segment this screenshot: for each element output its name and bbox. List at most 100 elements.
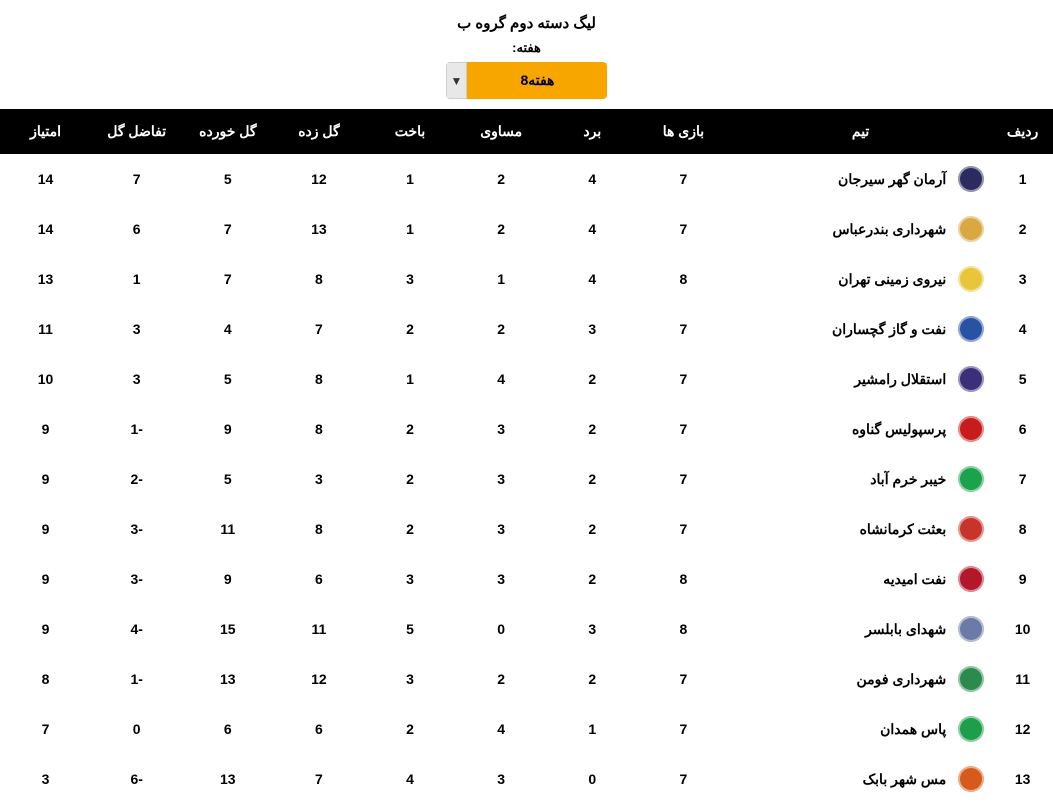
cell-rank: 13 [992, 754, 1053, 804]
cell-ga: 5 [182, 154, 273, 204]
table-row[interactable]: 12پاس همدان71426607 [0, 704, 1053, 754]
table-row[interactable]: 8بعثت کرمانشاه7232811-39 [0, 504, 1053, 554]
col-rank: ردیف [992, 109, 1053, 154]
team-logo-icon [958, 316, 984, 342]
cell-team: استقلال رامشیر [729, 354, 992, 404]
cell-draw: 2 [456, 154, 547, 204]
cell-draw: 3 [456, 754, 547, 804]
cell-loss: 2 [365, 304, 456, 354]
cell-rank: 6 [992, 404, 1053, 454]
cell-draw: 2 [456, 304, 547, 354]
team-logo-icon [958, 166, 984, 192]
cell-win: 2 [547, 554, 638, 604]
cell-rank: 12 [992, 704, 1053, 754]
team-name: نفت و گاز گچساران [832, 321, 946, 338]
cell-played: 7 [638, 504, 729, 554]
col-ga: گل خورده [182, 109, 273, 154]
chevron-down-icon: ▼ [446, 62, 468, 99]
team-name: نفت امیدیه [883, 571, 946, 588]
cell-pts: 7 [0, 704, 91, 754]
cell-gd: 0 [91, 704, 182, 754]
cell-pts: 3 [0, 754, 91, 804]
cell-gf: 13 [273, 204, 364, 254]
cell-gd: -4 [91, 604, 182, 654]
table-row[interactable]: 6پرسپولیس گناوه723289-19 [0, 404, 1053, 454]
cell-ga: 13 [182, 754, 273, 804]
col-gd: تفاضل گل [91, 109, 182, 154]
cell-rank: 10 [992, 604, 1053, 654]
cell-team: نفت امیدیه [729, 554, 992, 604]
week-dropdown[interactable]: هفته8 ▼ [446, 62, 608, 99]
cell-draw: 2 [456, 654, 547, 704]
cell-draw: 3 [456, 454, 547, 504]
cell-gf: 8 [273, 504, 364, 554]
cell-rank: 3 [992, 254, 1053, 304]
team-name: مس شهر بابک [863, 771, 947, 788]
table-row[interactable]: 2شهرداری بندرعباس7421137614 [0, 204, 1053, 254]
cell-loss: 4 [365, 754, 456, 804]
team-logo-icon [958, 566, 984, 592]
cell-gf: 6 [273, 704, 364, 754]
cell-team: شهرداری بندرعباس [729, 204, 992, 254]
cell-gf: 8 [273, 354, 364, 404]
cell-win: 4 [547, 254, 638, 304]
table-row[interactable]: 1آرمان گهر سیرجان7421125714 [0, 154, 1053, 204]
cell-pts: 9 [0, 404, 91, 454]
team-name: شهرداری فومن [857, 671, 947, 688]
cell-ga: 13 [182, 654, 273, 704]
cell-pts: 9 [0, 554, 91, 604]
cell-loss: 2 [365, 454, 456, 504]
cell-ga: 6 [182, 704, 273, 754]
table-row[interactable]: 5استقلال رامشیر724185310 [0, 354, 1053, 404]
page-title: لیگ دسته دوم گروه ب [0, 0, 1053, 40]
col-loss: باخت [365, 109, 456, 154]
cell-draw: 2 [456, 204, 547, 254]
table-row[interactable]: 3نیروی زمینی تهران841387113 [0, 254, 1053, 304]
cell-played: 7 [638, 404, 729, 454]
team-logo-icon [958, 516, 984, 542]
table-row[interactable]: 7خیبر خرم آباد723235-29 [0, 454, 1053, 504]
table-row[interactable]: 10شهدای بابلسر83051115-49 [0, 604, 1053, 654]
cell-ga: 5 [182, 454, 273, 504]
cell-win: 2 [547, 654, 638, 704]
cell-played: 8 [638, 604, 729, 654]
cell-team: شهرداری فومن [729, 654, 992, 704]
team-name: شهدای بابلسر [865, 621, 946, 638]
cell-draw: 3 [456, 504, 547, 554]
table-row[interactable]: 9نفت امیدیه823369-39 [0, 554, 1053, 604]
cell-loss: 1 [365, 154, 456, 204]
cell-gf: 3 [273, 454, 364, 504]
table-row[interactable]: 13مس شهر بابک7034713-63 [0, 754, 1053, 804]
cell-played: 7 [638, 654, 729, 704]
cell-gf: 6 [273, 554, 364, 604]
cell-draw: 1 [456, 254, 547, 304]
cell-gf: 12 [273, 154, 364, 204]
team-logo-icon [958, 366, 984, 392]
cell-win: 4 [547, 204, 638, 254]
cell-loss: 5 [365, 604, 456, 654]
cell-loss: 3 [365, 554, 456, 604]
cell-win: 3 [547, 304, 638, 354]
team-name: شهرداری بندرعباس [832, 221, 946, 238]
team-logo-icon [958, 466, 984, 492]
col-pts: امتیاز [0, 109, 91, 154]
cell-gd: 1 [91, 254, 182, 304]
cell-pts: 14 [0, 204, 91, 254]
cell-team: خیبر خرم آباد [729, 454, 992, 504]
cell-ga: 4 [182, 304, 273, 354]
week-dropdown-value: هفته8 [467, 62, 607, 99]
week-section: هفته: هفته8 ▼ [0, 40, 1053, 109]
cell-win: 2 [547, 504, 638, 554]
cell-rank: 4 [992, 304, 1053, 354]
cell-draw: 3 [456, 404, 547, 454]
cell-pts: 8 [0, 654, 91, 704]
table-row[interactable]: 4نفت و گاز گچساران732274311 [0, 304, 1053, 354]
cell-played: 7 [638, 454, 729, 504]
cell-rank: 2 [992, 204, 1053, 254]
table-row[interactable]: 11شهرداری فومن72231213-18 [0, 654, 1053, 704]
cell-gd: 3 [91, 354, 182, 404]
col-team: تیم [729, 109, 992, 154]
team-name: نیروی زمینی تهران [838, 271, 946, 288]
cell-win: 3 [547, 604, 638, 654]
cell-gd: 7 [91, 154, 182, 204]
